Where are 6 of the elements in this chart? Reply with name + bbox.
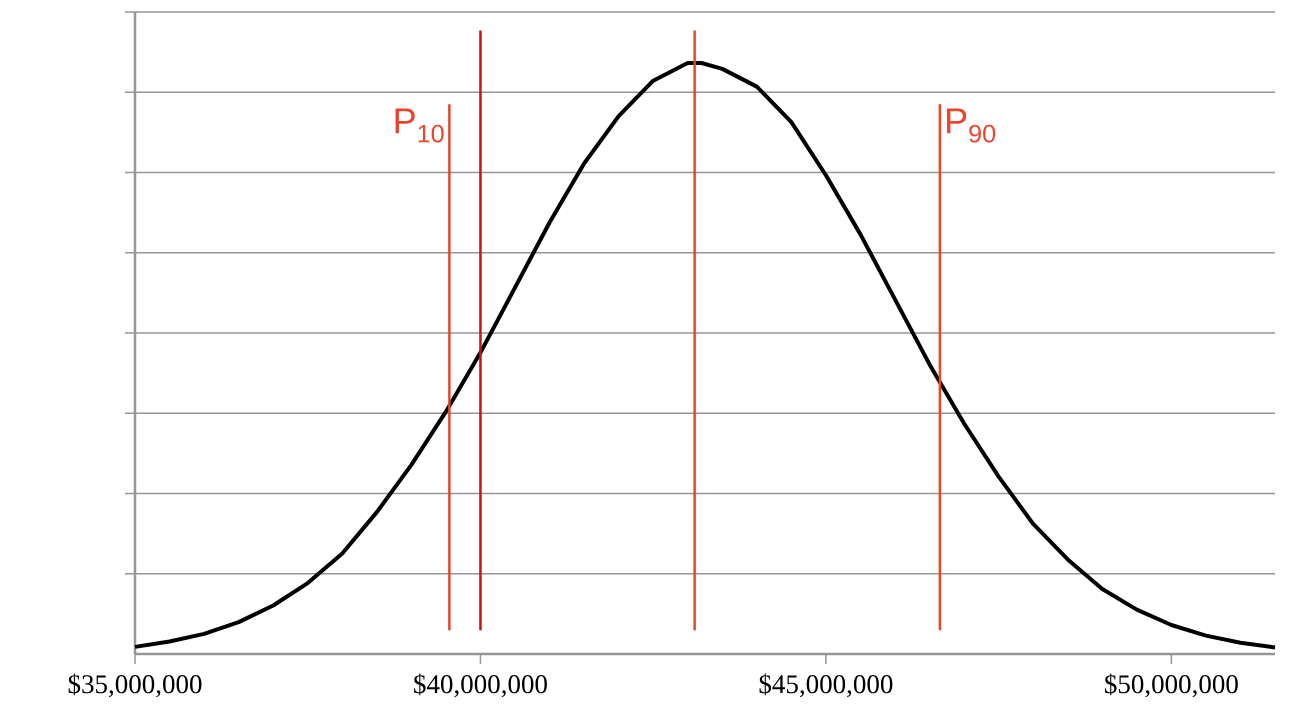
x-tick-label: $35,000,000 xyxy=(68,673,202,698)
ref-line-label: P$_{90}$ xyxy=(947,108,996,143)
x-tick-label: $40,000,000 xyxy=(414,673,547,698)
ref-line-label: P$_{10}$ xyxy=(395,108,444,143)
x-tick-label: $50,000,000 xyxy=(1105,673,1238,698)
x-tick-label: $45,000,000 xyxy=(759,673,893,698)
